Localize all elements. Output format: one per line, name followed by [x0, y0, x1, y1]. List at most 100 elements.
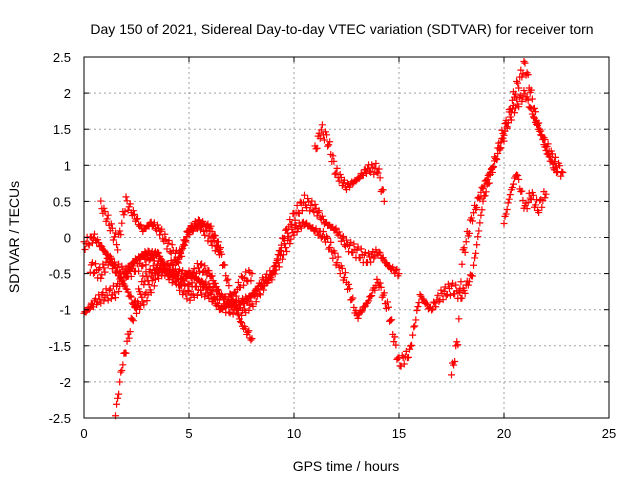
- data-point: [537, 131, 545, 139]
- data-point: [101, 268, 109, 276]
- data-point: [506, 191, 514, 199]
- data-point: [187, 274, 195, 282]
- data-point: [538, 203, 546, 211]
- data-point: [168, 261, 176, 269]
- data-point: [380, 289, 388, 297]
- data-point: [461, 248, 469, 256]
- data-point: [211, 247, 219, 255]
- data-point: [168, 279, 176, 287]
- data-point: [233, 309, 241, 317]
- data-point: [532, 201, 539, 209]
- data-point: [144, 277, 152, 285]
- data-point: [339, 232, 347, 240]
- data-point: [151, 269, 159, 277]
- data-point: [557, 172, 565, 180]
- data-point: [176, 266, 184, 274]
- data-point: [185, 287, 193, 295]
- data-point: [388, 316, 396, 324]
- data-point: [145, 256, 153, 264]
- y-axis-label: SDTVAR / TECUs: [6, 181, 22, 293]
- data-point: [390, 338, 398, 346]
- data-point: [551, 163, 559, 171]
- data-point: [318, 212, 326, 220]
- data-point: [183, 270, 191, 278]
- x-tick-label: 10: [287, 426, 301, 441]
- data-point: [232, 306, 240, 314]
- data-point: [558, 168, 566, 176]
- data-point: [120, 211, 128, 219]
- data-point: [147, 272, 155, 280]
- data-point: [395, 270, 403, 278]
- data-point: [129, 317, 137, 325]
- data-point: [464, 281, 472, 289]
- data-point: [101, 207, 109, 215]
- data-point: [270, 267, 278, 275]
- data-point: [238, 311, 245, 319]
- data-point: [217, 248, 224, 256]
- data-point: [276, 246, 284, 254]
- data-point: [109, 261, 117, 269]
- data-point: [373, 275, 381, 283]
- data-point: [103, 215, 111, 223]
- data-point: [135, 267, 143, 275]
- data-point: [133, 304, 140, 312]
- data-point: [173, 275, 181, 283]
- data-point: [247, 293, 255, 301]
- data-point: [179, 267, 187, 275]
- data-point: [556, 162, 564, 170]
- data-point: [329, 254, 337, 262]
- data-point: [130, 210, 138, 218]
- data-point: [541, 143, 549, 151]
- data-point: [282, 244, 290, 252]
- data-point: [343, 236, 350, 244]
- data-point: [186, 296, 194, 304]
- data-point: [107, 220, 115, 228]
- data-point: [559, 169, 567, 177]
- data-point: [528, 95, 536, 103]
- data-point: [452, 281, 460, 289]
- data-point: [183, 295, 191, 303]
- y-tick-label: -2.5: [49, 411, 71, 426]
- data-point: [207, 238, 215, 246]
- data-point: [162, 236, 170, 244]
- data-point: [100, 246, 108, 254]
- data-point: [199, 282, 207, 290]
- data-point: [341, 269, 349, 277]
- data-point: [435, 297, 443, 305]
- data-point: [413, 307, 421, 315]
- data-point: [350, 240, 358, 248]
- data-point: [244, 328, 252, 336]
- data-point: [514, 172, 522, 180]
- data-point: [214, 286, 222, 294]
- data-point: [391, 333, 399, 341]
- data-point: [476, 195, 484, 203]
- data-point: [485, 170, 493, 178]
- data-point: [320, 136, 328, 144]
- y-tick-label: -1: [59, 303, 71, 318]
- x-axis-label: GPS time / hours: [293, 458, 400, 474]
- data-point: [123, 197, 131, 205]
- data-point: [376, 279, 384, 287]
- data-point: [323, 131, 331, 139]
- data-point: [200, 227, 208, 235]
- data-point: [284, 229, 292, 237]
- data-point: [281, 234, 289, 242]
- data-point: [515, 84, 523, 92]
- data-point: [513, 171, 521, 179]
- x-tick-label: 25: [602, 426, 616, 441]
- data-point: [432, 303, 440, 311]
- data-point: [143, 297, 151, 305]
- data-point: [372, 159, 380, 167]
- data-point: [229, 297, 237, 305]
- data-point: [348, 296, 356, 304]
- data-point: [247, 277, 255, 285]
- data-point: [204, 237, 212, 245]
- data-point: [506, 113, 514, 121]
- data-point: [199, 268, 207, 276]
- data-point: [133, 309, 140, 317]
- data-point: [107, 295, 115, 303]
- data-point: [335, 177, 343, 185]
- data-point: [354, 314, 362, 322]
- data-point: [470, 261, 478, 269]
- data-point: [316, 134, 324, 142]
